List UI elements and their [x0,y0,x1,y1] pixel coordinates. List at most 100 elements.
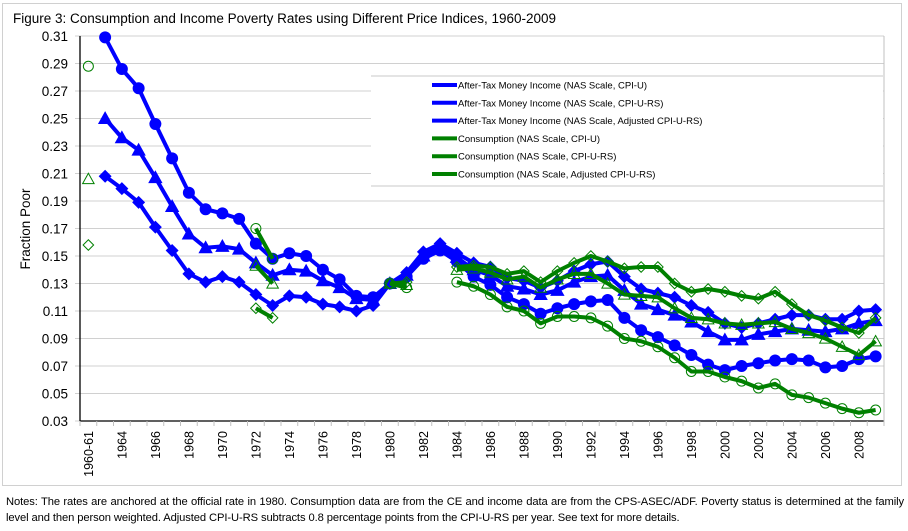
y-tick-label: 0.17 [42,222,68,237]
data-point [567,267,581,279]
data-point [769,354,782,367]
data-point [516,281,532,295]
data-point [467,259,480,272]
data-point [282,262,297,276]
data-point [298,263,314,277]
y-axis-label: Fraction Poor [18,188,33,270]
data-point [736,375,748,387]
x-tick-label: 1968 [182,431,196,459]
y-tick-label: 0.09 [42,332,68,347]
series-line [254,264,275,285]
data-point [115,63,128,75]
data-point [769,285,782,298]
data-point [484,278,497,291]
data-point [751,327,766,340]
x-tick-label: 1970 [216,431,230,459]
data-point [735,360,748,372]
data-point [633,296,649,310]
data-point [735,289,748,302]
data-point [232,275,246,289]
x-tick-labels: 1960-61 1964 1966 1968 1970 1972 1974 1976 1978 1… [82,431,867,477]
data-point [785,353,798,366]
legend-entry: Consumption (NAS Scale, Adjusted CPI-U-R… [458,170,655,181]
x-tick-label: 1960-61 [82,431,96,477]
data-point [584,250,597,262]
data-point [82,239,95,251]
data-point [752,357,765,370]
data-point [499,278,515,292]
data-point [81,172,95,185]
data-point [835,339,849,352]
data-point [182,186,195,199]
data-point [483,265,497,278]
data-point [568,256,581,269]
data-point [635,324,648,337]
data-point [768,312,782,326]
data-point [517,269,531,282]
data-point [668,301,682,314]
data-point [601,255,614,268]
data-point [566,274,582,288]
data-point [785,298,798,311]
data-point [734,332,749,346]
x-tick-label: 1976 [316,431,330,459]
data-point [535,317,547,329]
data-point [785,308,799,322]
y-tick-label: 0.31 [42,29,68,44]
data-point [767,324,783,338]
legend-entry: Consumption (NAS Scale, CPI-U) [458,134,600,145]
data-point [602,320,614,332]
data-point [718,285,731,298]
data-point [518,305,530,317]
data-point [484,261,497,273]
data-point [568,298,581,311]
chart-title: Figure 3: Consumption and Income Poverty… [13,11,557,26]
data-point [450,261,463,273]
data-point [517,265,530,278]
data-point [250,223,262,234]
data-point [685,349,698,361]
data-point [751,316,765,329]
data-point [617,270,631,284]
data-point [584,257,598,271]
data-point [869,303,883,317]
y-tick-label: 0.13 [42,277,68,292]
data-point [316,297,330,311]
data-point [601,294,614,306]
data-point [299,290,313,304]
data-point [215,239,230,252]
data-point [249,302,262,315]
chart-notes: Notes: The rates are anchored at the off… [6,496,904,524]
data-point [684,314,699,328]
data-point [148,170,163,184]
data-point [786,389,798,401]
x-tick-label: 1986 [484,431,498,459]
data-point [233,212,246,225]
data-point [567,264,581,278]
series-line [254,306,274,320]
data-point [819,361,832,374]
data-point [618,262,631,275]
data-point [617,287,631,300]
data-point [249,237,262,250]
data-point [115,182,129,196]
data-point [333,300,347,314]
data-point [366,299,380,312]
data-point [551,265,564,278]
data-point [819,314,832,327]
data-point [383,277,396,290]
x-tick-label: 2006 [819,431,833,459]
data-point [735,317,749,330]
x-tick-label: 2000 [718,431,732,459]
data-point [836,321,849,334]
x-tick-label: 1978 [350,431,364,459]
data-point [148,220,162,234]
data-point [802,354,815,367]
data-point [131,142,146,156]
data-point [300,250,313,262]
data-point [266,311,279,324]
series-6 [82,239,882,339]
series-line [254,227,275,260]
data-point [836,360,849,372]
y-tick-label: 0.21 [42,167,68,182]
